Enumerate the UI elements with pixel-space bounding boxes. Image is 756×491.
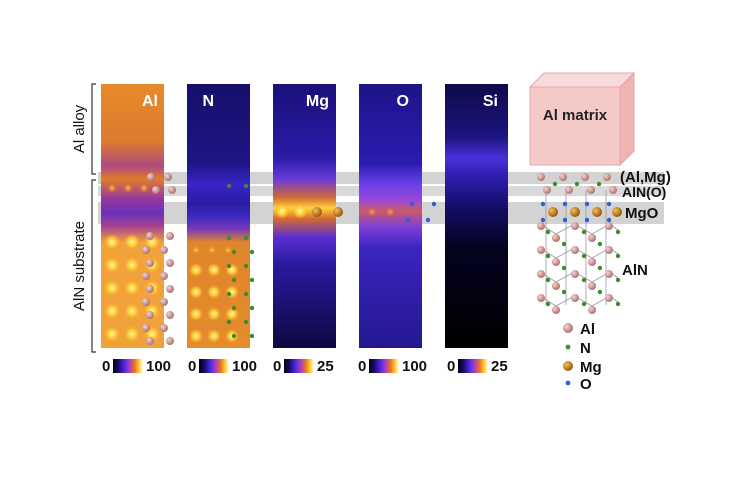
panel-title-n: N: [202, 93, 214, 110]
matrix-label: Al matrix: [543, 107, 608, 124]
colorbar-max: 25: [491, 358, 508, 375]
colorbar-n: 0 100: [188, 358, 257, 375]
legend-n-marker: [565, 344, 571, 350]
substrate-label: AlN substrate: [71, 221, 88, 311]
legend-item-o: O: [565, 376, 592, 393]
legend-label: Mg: [580, 359, 602, 376]
colorbar-max: 100: [146, 358, 171, 375]
map-panel-o: O: [359, 84, 437, 348]
panel-title-si: Si: [483, 93, 498, 110]
al-matrix-block: Al matrix: [528, 71, 636, 167]
colorbar-min: 0: [358, 358, 366, 375]
alloy-bracket: [91, 83, 96, 175]
map-panel-si: Si: [445, 84, 508, 348]
layer-label-mgo: MgO: [625, 205, 659, 222]
legend-o-marker: [565, 380, 571, 386]
legend-item-n: N: [565, 340, 591, 357]
map-panel-n: N: [187, 84, 255, 348]
mg-overlay-atoms: [312, 207, 343, 217]
legend-mg-marker: [563, 361, 573, 371]
legend-label: N: [580, 340, 591, 357]
model-o-atoms: [540, 201, 612, 223]
layer-labels: (Al,Mg) AlN(O) MgO AlN: [620, 169, 671, 279]
model-mg-atoms: [548, 207, 622, 217]
colorbar-si: 0 25: [447, 358, 508, 375]
colorbar-max: 25: [317, 358, 334, 375]
colorbar-min: 0: [447, 358, 455, 375]
legend-item-mg: Mg: [563, 359, 602, 376]
legend-item-al: Al: [563, 321, 595, 338]
panel-title-mg: Mg: [306, 93, 329, 110]
colorbar-mg: 0 25: [273, 358, 334, 375]
matrix-side-face: [619, 71, 635, 167]
side-labels: Al alloy AlN substrate: [71, 83, 96, 353]
panel-title-o: O: [397, 93, 409, 110]
al-atom-spots: [104, 183, 160, 342]
layer-label-al-mg: (Al,Mg): [620, 169, 671, 186]
legend-label: O: [580, 376, 592, 393]
colorbar-max: 100: [232, 358, 257, 375]
colorbar-min: 0: [188, 358, 196, 375]
model-n-atoms: [545, 181, 621, 307]
n-atom-spots: [189, 245, 239, 343]
colorbar-min: 0: [273, 358, 281, 375]
model-al-atoms: [537, 173, 617, 314]
matrix-front-face: [529, 86, 621, 166]
layer-label-aln-o: AlN(O): [622, 184, 666, 200]
map-panel-mg: Mg: [273, 84, 343, 348]
matrix-top-face: [528, 72, 636, 88]
layer-label-aln: AlN: [622, 262, 648, 279]
colorbar-o: 0 100: [358, 358, 427, 375]
atom-legend: Al N Mg O: [563, 321, 602, 393]
map-panel-al: Al: [101, 84, 176, 348]
atomic-model: [537, 173, 622, 314]
colorbar-min: 0: [102, 358, 110, 375]
panel-title-al: Al: [142, 93, 158, 110]
legend-label: Al: [580, 321, 595, 338]
o-atom-spots: [367, 207, 395, 217]
alloy-label: Al alloy: [71, 104, 88, 153]
al-overlay-atoms: [142, 173, 176, 345]
n-overlay-atoms: [226, 183, 255, 339]
substrate-bracket: [91, 179, 96, 353]
colorbar-max: 100: [402, 358, 427, 375]
colorbar-al: 0 100: [102, 358, 171, 375]
legend-al-marker: [563, 323, 573, 333]
o-overlay-atoms: [405, 201, 437, 223]
colorbars: 0 100 0 100 0 25 0 100 0 25: [102, 358, 508, 375]
